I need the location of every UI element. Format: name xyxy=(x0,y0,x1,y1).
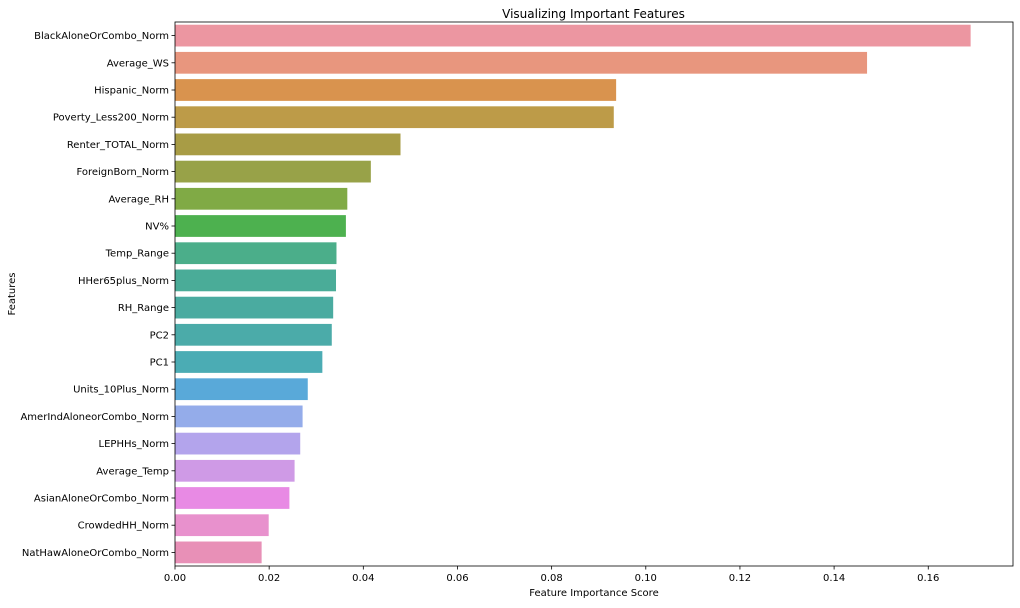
y-tick-label: HHer65plus_Norm xyxy=(78,276,169,287)
y-tick-label: AsianAloneOrCombo_Norm xyxy=(34,494,169,505)
bar xyxy=(175,133,401,156)
y-tick-label: NatHawAloneOrCombo_Norm xyxy=(22,548,169,559)
x-tick-label: 0.02 xyxy=(258,573,280,584)
bar xyxy=(175,351,323,373)
x-tick-label: 0.06 xyxy=(446,573,468,584)
bar xyxy=(175,106,614,129)
y-tick-label: Average_Temp xyxy=(96,466,169,477)
x-tick-label: 0.16 xyxy=(917,573,939,584)
y-tick-label: RH_Range xyxy=(118,303,169,314)
bar xyxy=(175,487,290,509)
y-tick-label: BlackAloneOrCombo_Norm xyxy=(34,31,169,42)
bar xyxy=(175,187,348,210)
bar xyxy=(175,215,346,237)
y-axis: BlackAloneOrCombo_Norm Average_WS Hispanic… xyxy=(20,31,175,559)
x-tick-label: 0.12 xyxy=(729,573,751,584)
plot-frame xyxy=(174,21,1014,567)
y-tick-label: AmerIndAloneorCombo_Norm xyxy=(20,412,169,423)
y-tick-label: Temp_Range xyxy=(105,249,169,260)
x-axis: 0.00 0.02 0.04 0.06 0.08 0.10 0.12 0.14 0.16 xyxy=(164,566,939,584)
y-tick-label: Average_RH xyxy=(108,194,169,205)
bar xyxy=(175,79,617,101)
y-tick-label: Hispanic_Norm xyxy=(94,86,169,97)
x-tick-label: 0.10 xyxy=(635,573,657,584)
y-tick-label: ForeignBorn_Norm xyxy=(76,167,169,178)
bar xyxy=(175,269,337,292)
bar xyxy=(175,432,301,455)
bar xyxy=(175,405,303,428)
y-tick-label: LEPHHs_Norm xyxy=(99,439,169,450)
bar xyxy=(175,160,371,183)
x-tick-label: 0.08 xyxy=(540,573,562,584)
y-tick-label: PC2 xyxy=(150,330,169,341)
bar xyxy=(175,378,308,401)
y-tick-label: Renter_TOTAL_Norm xyxy=(67,140,169,151)
bars-layer xyxy=(175,24,971,564)
y-tick-label: Average_WS xyxy=(107,58,169,69)
y-tick-label: Poverty_Less200_Norm xyxy=(53,113,169,124)
bar xyxy=(175,459,295,482)
x-tick-label: 0.04 xyxy=(352,573,374,584)
bar xyxy=(175,242,337,265)
bar xyxy=(175,51,868,74)
y-tick-label: CrowdedHH_Norm xyxy=(78,521,169,532)
y-tick-label: Units_10Plus_Norm xyxy=(73,385,169,396)
y-axis-label: Features xyxy=(7,273,18,316)
bar xyxy=(175,296,334,319)
x-tick-label: 0.14 xyxy=(823,573,845,584)
bar xyxy=(175,541,262,564)
y-tick-label: PC1 xyxy=(150,358,169,369)
bar xyxy=(175,323,332,346)
bar xyxy=(175,24,971,47)
x-axis-label: Feature Importance Score xyxy=(529,588,658,599)
x-tick-label: 0.00 xyxy=(164,573,186,584)
bar xyxy=(175,514,269,537)
chart-title: Visualizing Important Features xyxy=(502,7,685,21)
y-tick-label: NV% xyxy=(145,222,169,233)
